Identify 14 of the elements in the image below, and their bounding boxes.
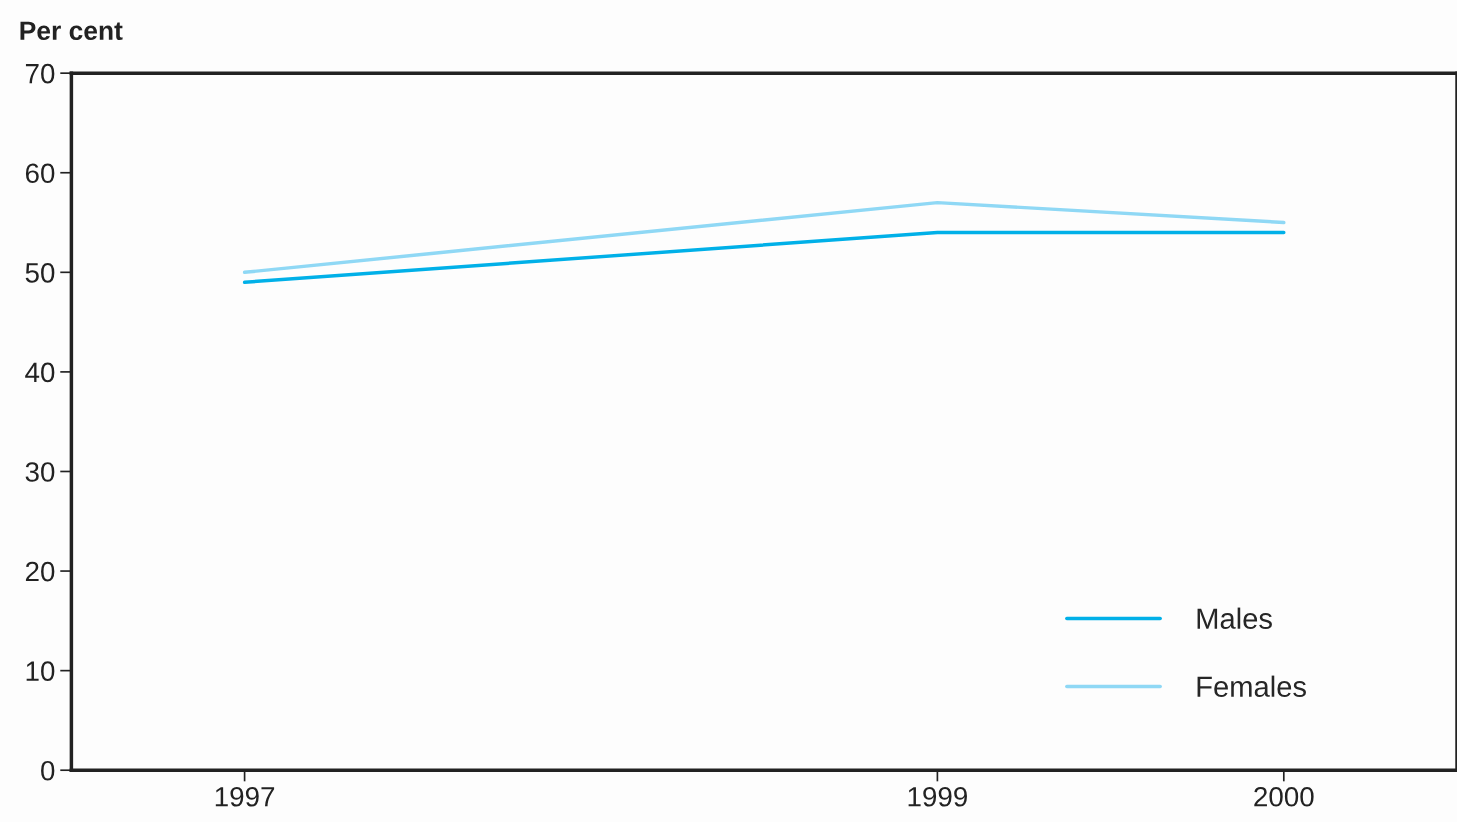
y-tick-label: 40 [25,362,55,383]
legend-label: Males [1197,607,1272,629]
y-tick-label: 50 [25,262,55,283]
x-tick-label: 2000 [1254,786,1314,807]
y-axis-title: Per cent [20,21,123,41]
y-tick-label: 30 [25,462,55,482]
x-tick-label: 1997 [215,786,275,807]
y-tick-label: 60 [25,163,55,184]
y-tick-label: 20 [25,561,55,582]
y-tick-label: 10 [26,661,55,681]
y-tick-label: 70 [25,63,55,84]
x-tick-label: 1999 [908,786,967,807]
y-tick-label: 0 [41,760,55,781]
legend-label: Females [1197,675,1306,698]
